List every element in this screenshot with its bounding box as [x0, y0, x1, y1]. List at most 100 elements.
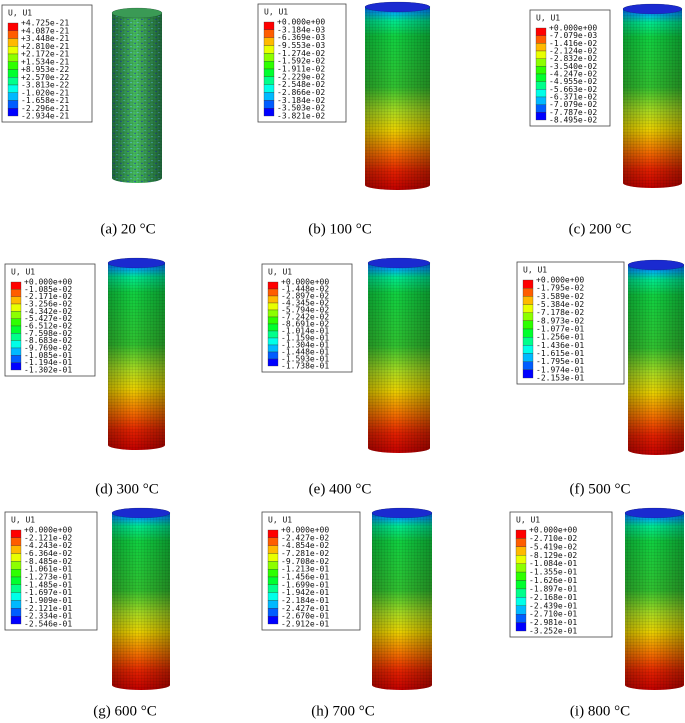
legend-swatch [522, 345, 534, 354]
legend-swatch [522, 328, 534, 338]
legend-swatch [10, 569, 22, 578]
cylinder-shade [625, 508, 684, 690]
legend-swatch [267, 358, 279, 367]
legend-swatch [10, 600, 22, 609]
legend-value: -9.769e-02 [24, 344, 72, 353]
legend-swatch [535, 43, 547, 52]
legend-swatch [10, 553, 22, 562]
legend-value: +1.534e-21 [21, 57, 69, 66]
legend-swatch [535, 66, 547, 75]
cylinder-shade [372, 508, 432, 690]
panel: U, U1+0.000e+00-2.710e-02-5.419e-02-8.12… [509, 507, 685, 719]
legend-swatch [267, 309, 279, 318]
legend-swatch [263, 68, 275, 77]
legend-swatch [263, 92, 275, 101]
legend-value: -1.699e-01 [281, 580, 329, 589]
legend-value: -2.427e-02 [281, 533, 329, 542]
legend-swatch [522, 296, 534, 305]
legend-value: -7.178e-02 [536, 308, 584, 317]
legend-value: -1.942e-01 [281, 588, 329, 597]
legend-value: -2.184e-01 [281, 596, 329, 605]
legend-swatch [10, 529, 22, 538]
legend-value: +0.000e+00 [529, 526, 577, 535]
legend-swatch [267, 295, 279, 304]
legend-value: -7.079e-02 [549, 100, 597, 109]
legend-swatch [522, 337, 534, 346]
legend-swatch [263, 100, 275, 109]
legend-swatch [535, 112, 547, 121]
legend-value: -1.738e-01 [281, 362, 329, 371]
legend-value: -1.911e-02 [277, 65, 325, 74]
legend-swatch [267, 281, 279, 290]
legend-value: -5.427e-02 [24, 314, 72, 323]
legend-value: -2.296e-21 [21, 104, 69, 113]
cylinder-top [624, 507, 685, 519]
cylinder-top [627, 259, 685, 271]
legend-value: -3.813e-22 [21, 81, 69, 90]
legend-swatch [535, 81, 547, 90]
legend-value: -2.439e-01 [529, 601, 577, 610]
legend-value: -2.153e-01 [536, 374, 584, 383]
legend-value: -1.014e-01 [281, 327, 329, 336]
legend-swatch [522, 361, 534, 370]
legend-value: -5.419e-02 [529, 542, 577, 551]
legend-title: U, U1 [536, 14, 560, 23]
legend-swatch [535, 73, 547, 82]
legend-swatch [10, 355, 22, 363]
legend-value: +2.810e-21 [21, 42, 69, 51]
legend-swatch [535, 58, 547, 67]
legend-value: -4.854e-02 [281, 541, 329, 550]
caption: (b) 100 °C [308, 221, 372, 237]
legend-value: -3.503e-02 [277, 104, 325, 113]
legend-value: +4.087e-21 [21, 26, 69, 35]
legend-value: +2.570e-22 [21, 73, 69, 82]
legend-swatch [515, 571, 527, 581]
legend-swatch [515, 529, 527, 539]
legend-swatch [7, 100, 19, 109]
legend-swatch [263, 37, 275, 46]
cylinder-shade [108, 258, 165, 450]
legend-swatch [267, 288, 279, 297]
legend-value: -1.697e-01 [24, 588, 72, 597]
legend-value: -4.955e-02 [549, 77, 597, 86]
legend-title: U, U1 [523, 266, 547, 275]
legend-value: -1.302e-01 [24, 366, 72, 375]
cylinder-top [111, 507, 171, 519]
legend-value: -2.334e-01 [24, 612, 72, 621]
legend-swatch [267, 600, 279, 609]
caption: (h) 700 °C [311, 703, 375, 719]
legend-value: -3.184e-02 [277, 96, 325, 105]
legend-swatch [263, 108, 275, 117]
legend-value: -1.085e-01 [24, 351, 72, 360]
cylinder-top [367, 257, 431, 269]
legend-swatch [267, 608, 279, 617]
legend-value: -1.085e-02 [24, 285, 72, 294]
legend-value: -1.355e-01 [529, 568, 577, 577]
legend-swatch [522, 288, 534, 297]
legend-swatch [267, 351, 279, 360]
legend-value: -4.243e-02 [24, 541, 72, 550]
legend-swatch [535, 96, 547, 105]
panel: U, U1+0.000e+00-2.427e-02-4.854e-02-7.28… [261, 507, 433, 719]
legend-title: U, U1 [8, 9, 32, 18]
legend-value: -3.184e-03 [277, 25, 325, 34]
legend-value: -2.897e-02 [281, 292, 329, 301]
caption: (e) 400 °C [309, 481, 372, 497]
legend-value: +0.000e+00 [24, 278, 72, 287]
legend-box [261, 511, 361, 631]
legend-value: +8.953e-22 [21, 65, 69, 74]
legend-value: -6.512e-02 [24, 322, 72, 331]
legend-swatch [522, 304, 534, 313]
legend-value: -1.795e-02 [536, 284, 584, 293]
legend-value: -8.683e-02 [24, 336, 72, 345]
legend-value: +4.725e-21 [21, 19, 69, 28]
legend-swatch [7, 30, 19, 39]
legend-value: -2.710e-02 [529, 534, 577, 543]
legend-swatch [7, 108, 19, 117]
legend-box [516, 261, 625, 385]
panel: U, U1+0.000e+00-7.079e-03-1.416e-02-2.12… [529, 3, 683, 237]
legend-value: -4.342e-02 [24, 307, 72, 316]
legend-swatch [7, 77, 19, 86]
legend-value: -3.821e-02 [277, 112, 325, 121]
panel: U, U1+0.000e+00-2.121e-02-4.243e-02-6.36… [4, 507, 171, 719]
